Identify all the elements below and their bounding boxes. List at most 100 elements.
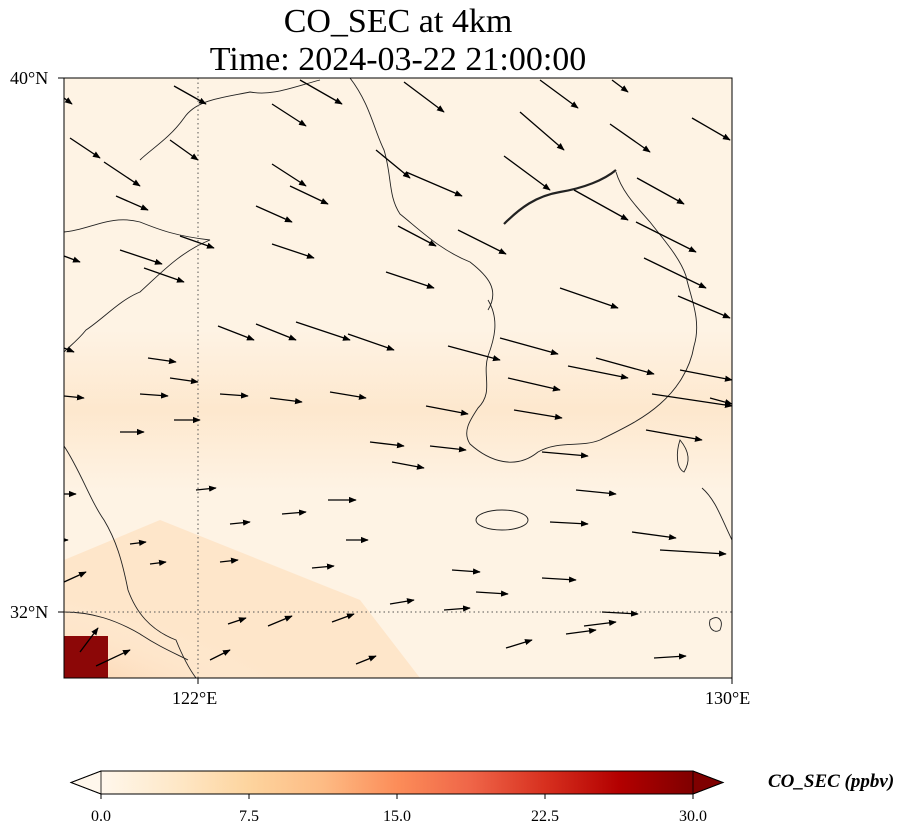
wind-arrow	[355, 655, 377, 665]
korea-border	[503, 169, 617, 225]
concentration-field-band	[64, 330, 732, 490]
coastline-liaoning	[349, 78, 494, 311]
wind-arrow	[507, 377, 561, 392]
wind-arrow	[643, 257, 707, 289]
wind-arrow	[173, 85, 207, 105]
wind-arrow	[405, 171, 463, 197]
colorbar	[69, 770, 725, 799]
wind-arrow	[329, 391, 367, 400]
wind-arrow	[179, 235, 215, 249]
wind-arrow	[679, 369, 732, 382]
wind-arrow	[229, 519, 251, 526]
wind-arrow	[267, 615, 293, 627]
wind-arrow	[385, 271, 435, 289]
wind-arrow	[645, 429, 703, 442]
wind-arrow	[499, 337, 559, 356]
wind-arrow	[549, 520, 589, 527]
map-title-line2: Time: 2024-03-22 21:00:00	[209, 41, 587, 78]
wind-arrow	[119, 249, 163, 265]
wind-arrow	[513, 409, 563, 420]
wind-arrow	[281, 509, 307, 516]
wind-arrow	[64, 97, 73, 105]
wind-arrow	[583, 619, 617, 627]
wind-arrow	[503, 155, 551, 191]
wind-arrow	[69, 137, 101, 159]
x-tick-label-122E: 122°E	[172, 688, 218, 708]
x-tick-label-130E: 130°E	[705, 688, 751, 708]
island-small-1	[676, 439, 689, 473]
wind-arrow	[391, 461, 425, 470]
colorbar-tick-0: 0.0	[91, 808, 111, 825]
wind-arrow	[559, 287, 619, 309]
wind-arrow	[635, 221, 697, 253]
wind-arrow	[425, 405, 469, 416]
wind-arrow	[169, 377, 199, 385]
wind-arrow	[255, 205, 293, 223]
wind-arrow	[64, 255, 81, 263]
wind-arrow	[195, 485, 217, 492]
wind-arrow	[369, 441, 405, 449]
wind-arrow	[269, 397, 303, 405]
coastline-jiangsu	[64, 445, 197, 678]
wind-arrow	[691, 117, 731, 141]
wind-arrow	[541, 576, 577, 583]
wind-arrow	[541, 451, 589, 459]
colorbar-tick-1: 7.5	[239, 808, 259, 825]
wind-arrow	[573, 189, 629, 221]
yangtze-estuary	[64, 611, 189, 661]
wind-arrow	[149, 559, 167, 566]
wind-arrow	[659, 549, 727, 557]
wind-arrow	[347, 333, 395, 351]
colorbar-tick-2: 15.0	[383, 808, 411, 825]
wind-arrow	[139, 392, 169, 399]
coastline-korea-west	[466, 171, 698, 463]
wind-arrow	[443, 605, 471, 612]
wind-arrow	[475, 590, 509, 597]
wind-arrow	[397, 225, 437, 247]
wind-arrow	[601, 610, 639, 617]
wind-arrow	[147, 357, 177, 365]
colorbar-extend-max	[692, 770, 725, 795]
coastlines	[64, 78, 732, 678]
wind-arrow	[609, 123, 651, 153]
wind-arrow	[219, 392, 249, 399]
wind-arrow	[129, 539, 147, 546]
wind-arrow	[271, 103, 307, 127]
wind-arrow	[209, 649, 231, 661]
wind-arrow	[143, 267, 185, 283]
colorbar-extend-min	[69, 770, 102, 795]
wind-arrow	[403, 81, 445, 113]
wind-arrow	[539, 79, 579, 109]
wind-arrow	[457, 229, 507, 255]
concentration-max-cell	[64, 636, 108, 678]
wind-arrow	[575, 489, 617, 497]
coastline-liaodong	[64, 219, 211, 353]
wind-arrow	[565, 627, 597, 635]
wind-arrow	[429, 445, 467, 453]
wind-arrow	[64, 394, 85, 401]
map-frame	[63, 77, 733, 679]
wind-arrow	[311, 563, 335, 570]
wind-arrow	[169, 139, 199, 161]
wind-arrow	[64, 346, 75, 353]
wind-arrow	[115, 195, 149, 211]
island-small-2	[709, 617, 722, 632]
wind-arrow	[567, 365, 629, 380]
colorbar-tick-3: 22.5	[531, 808, 559, 825]
wind-arrow	[64, 571, 87, 583]
wind-arrow	[271, 243, 315, 259]
wind-arrow	[631, 531, 677, 541]
y-tick-label-32N: 32°N	[10, 602, 49, 622]
colorbar-gradient	[101, 771, 693, 794]
map-title-line1: CO_SEC at 4km	[283, 3, 513, 40]
wind-arrow	[217, 325, 255, 341]
wind-arrow	[375, 149, 411, 179]
wind-arrow	[227, 617, 247, 625]
wind-arrow	[103, 161, 141, 187]
wind-arrow	[95, 649, 131, 667]
wind-arrow	[447, 345, 501, 362]
concentration-hotspot	[64, 568, 364, 678]
colorbar-label: CO_SEC (ppbv)	[768, 771, 895, 792]
y-tick-label-40N: 40°N	[10, 68, 49, 88]
